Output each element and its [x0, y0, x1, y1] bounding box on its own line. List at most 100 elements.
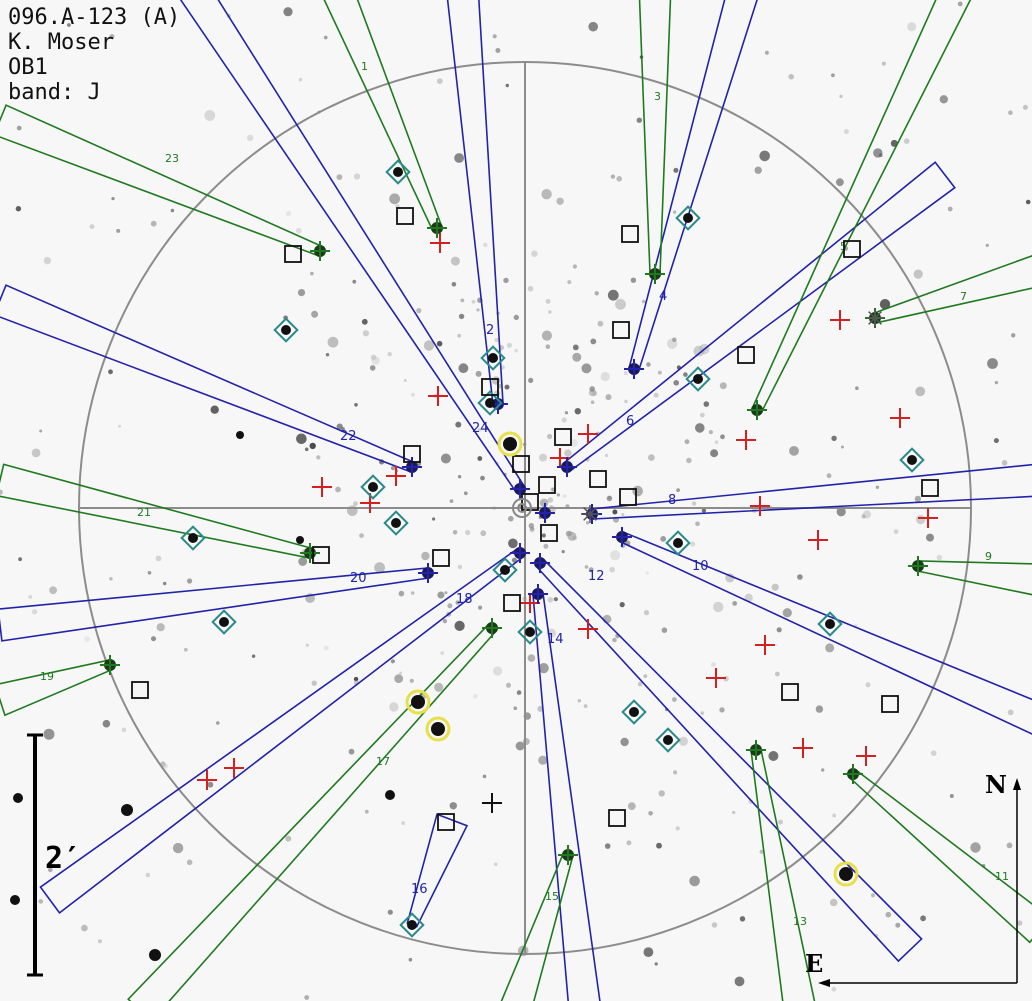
- star: [714, 440, 719, 444]
- star: [782, 608, 792, 618]
- star: [304, 447, 309, 452]
- star: [970, 842, 981, 853]
- star: [494, 862, 498, 867]
- star: [600, 371, 610, 382]
- star: [672, 337, 677, 343]
- star: [156, 623, 165, 632]
- diamond-star: [407, 920, 417, 930]
- star: [771, 583, 779, 591]
- star: [563, 494, 567, 498]
- arm-number-label-blue: 2: [486, 323, 494, 338]
- star: [505, 83, 509, 88]
- black-square-marker: [396, 207, 414, 225]
- star: [450, 256, 460, 266]
- ifu-arm-green-17: [127, 623, 497, 1001]
- star: [561, 550, 565, 554]
- ifu-arm-green-1: [323, 0, 443, 231]
- arm-number-label-green: 17: [376, 755, 390, 768]
- star: [387, 909, 393, 915]
- star: [987, 358, 998, 369]
- teal-diamond-marker: [817, 611, 843, 637]
- arm-number-label-blue: 18: [456, 592, 473, 607]
- star: [541, 533, 546, 538]
- star: [432, 517, 436, 521]
- star: [455, 600, 460, 605]
- bright-star: [10, 895, 20, 905]
- arm-number-label-blue: 8: [668, 493, 676, 508]
- star: [311, 680, 317, 686]
- star: [538, 663, 549, 674]
- star: [108, 369, 113, 375]
- yellow-highlight-ring: [425, 716, 451, 742]
- black-square-marker: [608, 809, 626, 827]
- diamond-star: [391, 518, 401, 528]
- star: [581, 363, 592, 374]
- star: [561, 417, 567, 423]
- star: [903, 138, 910, 144]
- star: [207, 781, 214, 788]
- star: [689, 875, 700, 887]
- star: [686, 457, 692, 464]
- ifu-arm-blue-4: [628, 0, 758, 372]
- star: [394, 674, 404, 683]
- star: [296, 227, 302, 234]
- ifu-arm-green-5: [751, 0, 972, 414]
- yellow-highlight-ring: [833, 861, 859, 887]
- star: [577, 699, 581, 703]
- star: [359, 533, 364, 538]
- star: [513, 314, 519, 321]
- star: [170, 208, 175, 213]
- star: [572, 352, 582, 362]
- star: [527, 654, 536, 662]
- star: [508, 538, 518, 549]
- ifu-arm-blue-14: [532, 592, 601, 1001]
- teal-diamond-marker: [480, 345, 506, 371]
- arm-number-label-blue: 6: [626, 414, 634, 429]
- black-square-marker: [538, 476, 556, 494]
- star: [778, 819, 783, 825]
- star: [623, 371, 628, 376]
- header-band: band: J: [8, 80, 101, 105]
- star: [162, 763, 168, 769]
- star: [691, 501, 697, 506]
- star: [511, 557, 517, 563]
- star: [444, 591, 448, 595]
- star: [720, 434, 725, 440]
- star: [15, 206, 22, 212]
- arm-number-label-green: 3: [654, 90, 661, 103]
- star: [547, 433, 553, 440]
- ifu-arm-green-21: [0, 463, 313, 559]
- star: [605, 394, 612, 401]
- black-square-marker: [589, 470, 607, 488]
- star: [734, 976, 745, 987]
- star: [700, 711, 705, 715]
- star: [624, 399, 628, 404]
- arm-number-label-green: 19: [40, 670, 54, 683]
- black-square-marker: [921, 479, 939, 497]
- star: [547, 597, 554, 603]
- black-square-marker: [437, 813, 455, 831]
- star: [739, 916, 746, 922]
- star: [879, 299, 891, 310]
- star: [654, 962, 658, 966]
- star: [370, 354, 377, 360]
- star: [449, 499, 454, 503]
- star: [390, 466, 396, 471]
- black-square-marker: [481, 378, 499, 396]
- teal-diamond-marker: [655, 727, 681, 753]
- star: [588, 567, 594, 573]
- star: [572, 264, 578, 269]
- star: [187, 578, 193, 584]
- star: [151, 636, 156, 642]
- yellow-highlight-ring: [405, 689, 431, 715]
- star: [408, 957, 413, 962]
- star: [621, 513, 625, 516]
- star: [247, 134, 254, 142]
- star: [150, 220, 157, 227]
- teal-diamond-marker: [899, 447, 925, 473]
- star: [398, 590, 405, 597]
- arm-number-label-green: 23: [165, 152, 179, 165]
- star: [914, 495, 922, 503]
- star: [541, 189, 552, 200]
